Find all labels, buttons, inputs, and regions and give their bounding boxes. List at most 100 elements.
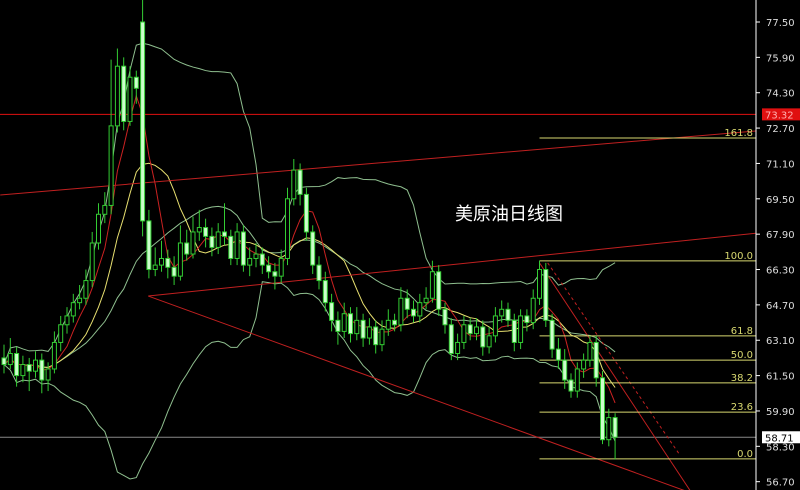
- candle-body: [152, 264, 158, 271]
- candle-body: [461, 324, 467, 343]
- candle: [549, 313, 555, 358]
- candle-body: [96, 213, 101, 244]
- candle: [593, 335, 599, 387]
- candle-body: [354, 319, 360, 335]
- candle: [303, 187, 309, 241]
- candle-body: [341, 313, 347, 332]
- candle-body: [222, 231, 227, 237]
- candle: [146, 209, 152, 279]
- candle-body: [492, 315, 498, 337]
- candle: [215, 223, 221, 255]
- candle: [171, 256, 177, 285]
- candle: [587, 335, 593, 367]
- candle: [461, 315, 467, 350]
- candle: [360, 313, 366, 347]
- candle-body: [285, 198, 290, 259]
- chart-title: 美原油日线图: [455, 204, 563, 225]
- candle: [7, 338, 13, 369]
- candle: [392, 313, 398, 332]
- candle: [404, 289, 410, 319]
- candle-body: [278, 257, 284, 277]
- price-axis-label: 69.50: [766, 195, 795, 206]
- candle-body: [474, 326, 479, 335]
- candle-body: [215, 231, 221, 248]
- candle: [606, 408, 612, 447]
- candle: [322, 271, 328, 312]
- candle-body: [89, 242, 95, 282]
- candle: [70, 293, 76, 323]
- candle: [524, 309, 530, 332]
- candle-body: [259, 253, 265, 266]
- candle: [285, 187, 290, 266]
- ma-fast-line: [3, 94, 616, 404]
- candle: [291, 159, 297, 206]
- candle-body: [51, 341, 57, 370]
- price-axis-label: 59.90: [766, 407, 795, 418]
- candle-body: [146, 220, 152, 271]
- candle: [612, 413, 618, 460]
- candle: [83, 269, 89, 305]
- candle: [373, 320, 379, 354]
- candle-body: [83, 280, 89, 299]
- candle-body: [228, 235, 234, 259]
- candle: [196, 209, 202, 241]
- candle: [39, 353, 45, 394]
- candle-body: [165, 257, 171, 268]
- candle-body: [612, 417, 618, 438]
- candle: [474, 318, 479, 341]
- candle: [266, 256, 272, 279]
- candle-body: [240, 231, 246, 266]
- candle: [228, 229, 234, 266]
- candle: [354, 307, 360, 341]
- fib-level-label: 61.8: [731, 326, 753, 337]
- candle-body: [247, 257, 253, 266]
- candle: [429, 260, 435, 303]
- trendline-4: [547, 262, 681, 456]
- candle: [259, 247, 265, 274]
- candle-body: [448, 324, 454, 354]
- candle-body: [543, 269, 549, 321]
- candle: [492, 307, 498, 343]
- price-axis-label: 63.10: [766, 336, 795, 347]
- candle: [33, 351, 38, 378]
- marked-price-badge: [762, 108, 800, 121]
- candle: [398, 287, 404, 332]
- candle-body: [518, 315, 524, 343]
- candle-body: [511, 319, 517, 343]
- candle: [310, 225, 316, 274]
- candle-body: [373, 326, 379, 346]
- candle: [385, 309, 391, 336]
- candle-body: [549, 319, 555, 350]
- candle-body: [190, 231, 196, 255]
- candle: [253, 243, 259, 268]
- candle-body: [303, 193, 309, 233]
- candle: [341, 302, 347, 339]
- candle: [152, 247, 158, 277]
- candle-body: [171, 266, 177, 277]
- candle-body: [505, 308, 511, 321]
- candle-body: [568, 379, 574, 392]
- candle-body: [177, 242, 183, 277]
- candle-body: [266, 264, 272, 273]
- candle-body: [486, 335, 492, 348]
- candle-body: [114, 65, 120, 127]
- candle-body: [587, 341, 593, 361]
- candle: [64, 307, 70, 334]
- candle: [436, 265, 442, 316]
- candle: [568, 373, 574, 398]
- candle-body: [366, 326, 372, 339]
- price-axis-label: 74.30: [766, 89, 795, 100]
- candle: [209, 227, 215, 257]
- candle-body: [121, 65, 127, 122]
- candle-body: [524, 315, 530, 324]
- candle: [505, 302, 511, 327]
- candle: [316, 256, 322, 290]
- trendline-3: [539, 262, 691, 490]
- candle: [190, 216, 196, 259]
- price-axis-label: 58.30: [766, 442, 795, 453]
- candle-body: [606, 417, 612, 441]
- candle-body: [253, 253, 259, 259]
- candle: [555, 338, 561, 369]
- candle: [222, 203, 227, 246]
- candle-body: [530, 297, 536, 324]
